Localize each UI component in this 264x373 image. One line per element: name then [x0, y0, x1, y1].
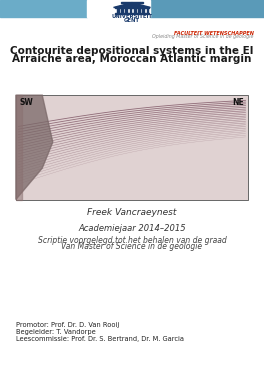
- Text: SW: SW: [20, 98, 34, 107]
- Bar: [117, 8, 119, 13]
- Bar: [115, 13, 149, 14]
- Bar: [121, 8, 123, 13]
- Bar: [142, 8, 144, 13]
- Bar: [16, 95, 22, 200]
- Polygon shape: [114, 3, 150, 7]
- Text: Contourite depositional systems in the El: Contourite depositional systems in the E…: [10, 47, 254, 56]
- Text: GENT: GENT: [124, 18, 140, 23]
- Text: Scriptie voorgelegd tot het behalen van de graad: Scriptie voorgelegd tot het behalen van …: [38, 236, 226, 245]
- Bar: [134, 8, 136, 13]
- Text: FACULTEIT WETENSCHAPPEN: FACULTEIT WETENSCHAPPEN: [173, 31, 253, 35]
- Text: Arraiche area, Moroccan Atlantic margin: Arraiche area, Moroccan Atlantic margin: [12, 54, 252, 63]
- Text: Opleiding Master of Science in de geologie: Opleiding Master of Science in de geolog…: [152, 34, 253, 39]
- Bar: [115, 7, 149, 8]
- Bar: [150, 0, 264, 17]
- Text: UNIVERSITEIT: UNIVERSITEIT: [111, 14, 153, 19]
- Bar: [138, 8, 140, 13]
- Text: Begeleider: T. Vandorpe: Begeleider: T. Vandorpe: [16, 329, 96, 335]
- Bar: [16, 95, 248, 200]
- Bar: [87, 0, 150, 17]
- Text: Academiejaar 2014–2015: Academiejaar 2014–2015: [78, 224, 186, 233]
- Bar: [130, 8, 131, 13]
- Polygon shape: [16, 95, 53, 200]
- Bar: [147, 8, 148, 13]
- Text: Leescommissie: Prof. Dr. S. Bertrand, Dr. M. Garcia: Leescommissie: Prof. Dr. S. Bertrand, Dr…: [16, 336, 184, 342]
- Text: Promotor: Prof. Dr. D. Van Rooij: Promotor: Prof. Dr. D. Van Rooij: [16, 322, 119, 328]
- Bar: [0, 0, 87, 17]
- Text: NE: NE: [232, 98, 244, 107]
- Text: Freek Vancraeynest: Freek Vancraeynest: [87, 208, 177, 217]
- Text: Van Master of Science in de geologie: Van Master of Science in de geologie: [62, 242, 202, 251]
- Bar: [125, 8, 127, 13]
- Bar: [121, 2, 143, 3]
